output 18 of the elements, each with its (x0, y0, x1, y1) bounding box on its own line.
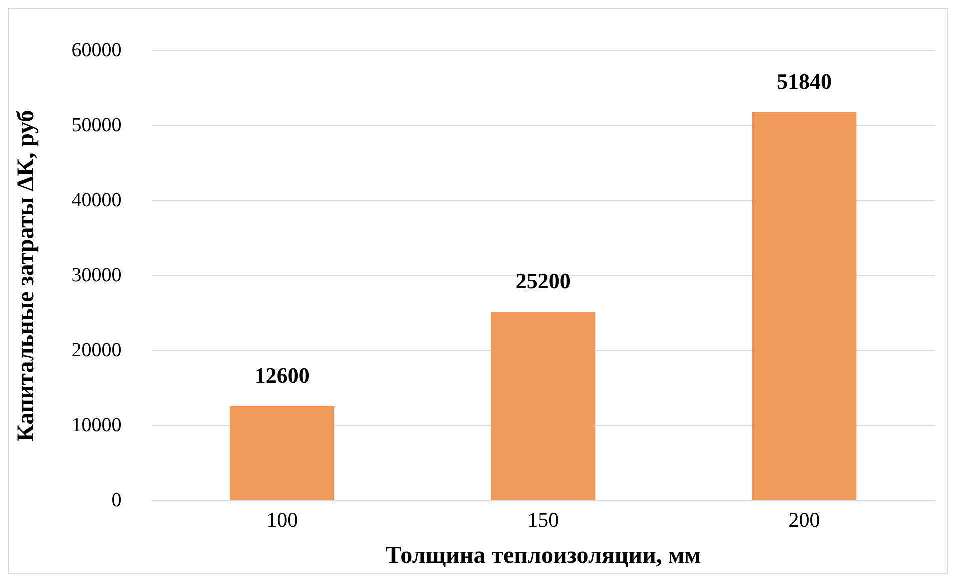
x-tick-label: 150 (528, 508, 560, 532)
data-label: 51840 (776, 68, 832, 94)
bar (752, 112, 857, 500)
y-axis-title: Капитальные затраты ΔК, руб (14, 110, 40, 442)
data-label: 25200 (516, 268, 571, 294)
y-tick-label: 40000 (72, 189, 122, 212)
y-tick-label: 20000 (72, 339, 122, 362)
y-tick-label: 10000 (72, 414, 122, 436)
y-tick-label: 30000 (72, 264, 122, 286)
x-axis-title: Толщина теплоизоляции, мм (386, 542, 702, 569)
x-tick-label: 200 (788, 508, 820, 532)
y-tick-label: 60000 (72, 39, 122, 62)
bar (491, 312, 596, 500)
y-tick-label: 50000 (72, 114, 122, 136)
x-tick-label: 100 (266, 508, 298, 532)
data-label: 12600 (254, 363, 310, 388)
bar (230, 406, 335, 500)
y-tick-label: 0 (112, 489, 122, 512)
